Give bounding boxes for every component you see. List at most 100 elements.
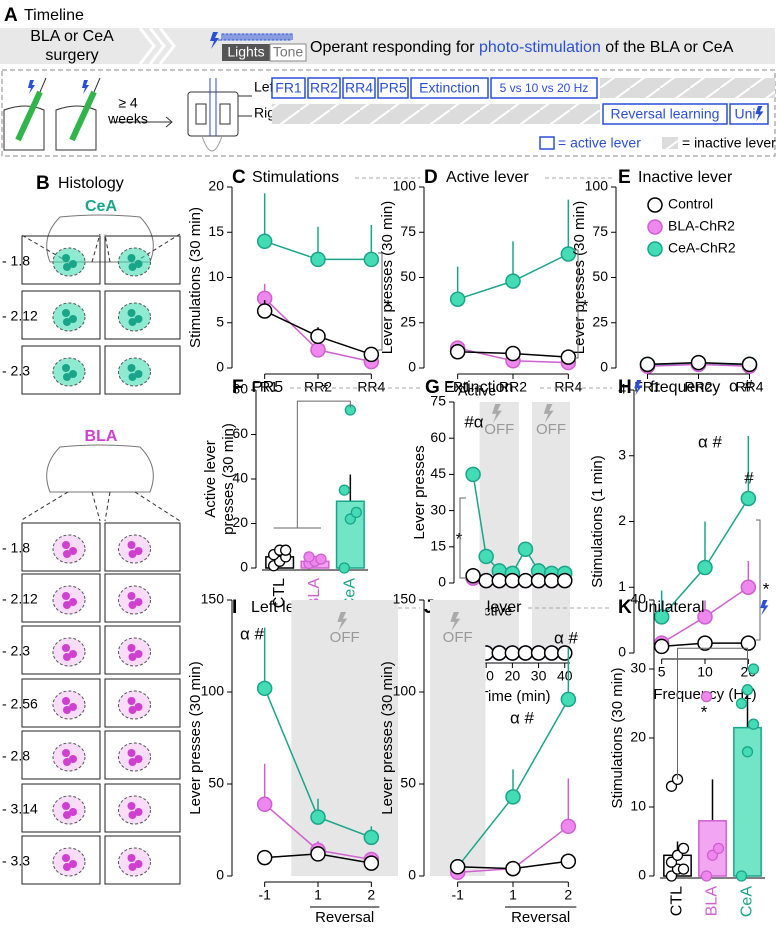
- target-region: [52, 795, 86, 825]
- fiber-tip: [127, 592, 136, 600]
- fiber-tip: [128, 863, 137, 871]
- fiber-tip: [128, 263, 137, 271]
- y-tick-label: 0: [408, 359, 416, 375]
- x-tick-label: BLA: [704, 886, 721, 917]
- target-region: [118, 357, 151, 387]
- data-point: [560, 853, 577, 870]
- y-tick-label: 0: [438, 574, 446, 590]
- group-label: CeA: [85, 198, 117, 215]
- section-outline: [104, 522, 181, 572]
- panel-letter: E: [618, 167, 631, 188]
- subpanel-label: Active: [458, 383, 496, 399]
- fiber-tip: [127, 697, 136, 705]
- bolt-icon: [491, 404, 502, 423]
- x-tick-label: 20: [505, 668, 521, 684]
- fiber-tip: [69, 703, 77, 711]
- y-tick-label: 100: [393, 683, 417, 699]
- bolt-icon: [760, 600, 769, 616]
- legend-label: Control: [668, 196, 713, 212]
- section-outline: [104, 345, 181, 395]
- x-tick-label: CTL: [669, 886, 686, 916]
- data-point: [449, 343, 466, 360]
- y-tick-label: 0: [618, 644, 626, 660]
- y-axis-label: Stimulations (1 min): [589, 455, 606, 588]
- bracket: [756, 519, 761, 641]
- annotation: α #: [698, 432, 723, 451]
- y-axis-label: presses (30 min): [220, 423, 237, 535]
- individual-point: [747, 663, 760, 675]
- x-tick-label: 10: [697, 664, 713, 680]
- fiber-tip: [69, 260, 77, 268]
- y-tick-label: 80: [232, 381, 248, 397]
- brain-outline: [46, 444, 154, 493]
- individual-point: [315, 553, 327, 565]
- individual-point: [741, 746, 754, 758]
- y-tick-label: 50: [400, 268, 416, 284]
- data-point: [310, 251, 326, 268]
- x-axis-label: Time (min): [479, 688, 550, 705]
- panel-letter: H: [618, 377, 632, 398]
- data-point: [740, 635, 757, 651]
- y-tick-label: 15: [208, 223, 224, 239]
- fiber-tip: [63, 373, 71, 381]
- y-tick-label: 3: [618, 446, 626, 462]
- off-label: OFF: [536, 421, 566, 438]
- fiber-tip: [63, 550, 71, 558]
- x-tick-label: RR2: [499, 379, 527, 395]
- individual-point: [747, 718, 760, 730]
- legend-swatch: [539, 136, 555, 150]
- section-outline: [104, 290, 181, 340]
- data-point: [478, 572, 494, 589]
- individual-point: [741, 684, 754, 696]
- section-outline: [21, 235, 101, 285]
- zoom-lines: [19, 233, 181, 263]
- off-shade: [291, 600, 398, 876]
- data-point: [256, 849, 273, 866]
- zoom-lines: [19, 491, 181, 522]
- x-tick-label: 2: [564, 887, 572, 903]
- tone-label: Tone: [273, 44, 304, 60]
- data-point: [543, 645, 560, 661]
- y-tick-label: 15: [430, 538, 446, 554]
- data-point: [256, 680, 273, 697]
- off-label: OFF: [443, 629, 473, 646]
- data-point: [557, 572, 573, 589]
- y-tick-label: 40: [232, 470, 248, 486]
- level-label: - 1.8: [2, 540, 30, 556]
- y-tick-label: 60: [232, 425, 248, 441]
- panel-letter: F: [232, 377, 244, 398]
- data-point: [256, 303, 273, 319]
- y-tick-label: 150: [201, 591, 225, 607]
- data-point: [363, 346, 380, 363]
- section-outline: [21, 522, 101, 572]
- data-point: [557, 645, 573, 661]
- data-point: [697, 635, 713, 651]
- bolt-icon: [450, 612, 461, 631]
- text-highlight: photo-stimulation: [479, 39, 601, 56]
- fiber-tip: [69, 547, 77, 555]
- y-tick-label: 0: [408, 867, 416, 883]
- phase-label: RR2: [310, 80, 338, 96]
- fiber-tip: [63, 653, 71, 661]
- off-shade: [532, 402, 570, 653]
- off-shade: [479, 402, 519, 653]
- individual-point: [700, 870, 713, 882]
- fiber-tip: [134, 260, 143, 268]
- x-tick-label: CeA: [739, 886, 756, 917]
- bolt-icon: [634, 380, 643, 396]
- y-tick-label: 75: [592, 223, 608, 239]
- y-tick-label: 25: [400, 313, 416, 329]
- x-tick-label: RR4: [554, 379, 582, 395]
- individual-point: [735, 870, 748, 882]
- data-point: [740, 490, 757, 507]
- fiber-tip: [128, 653, 137, 661]
- phase-label: Extinction: [419, 80, 480, 96]
- weeks-label: ≥ 4: [118, 95, 138, 111]
- y-tick-label: 10: [630, 798, 646, 814]
- y-tick-label: 40: [630, 591, 646, 607]
- level-label: - 3.14: [2, 801, 38, 817]
- y-tick-label: 60: [430, 429, 446, 445]
- fiber-tip: [63, 263, 71, 271]
- weeks-label: weeks: [107, 111, 148, 127]
- data-point: [504, 645, 521, 661]
